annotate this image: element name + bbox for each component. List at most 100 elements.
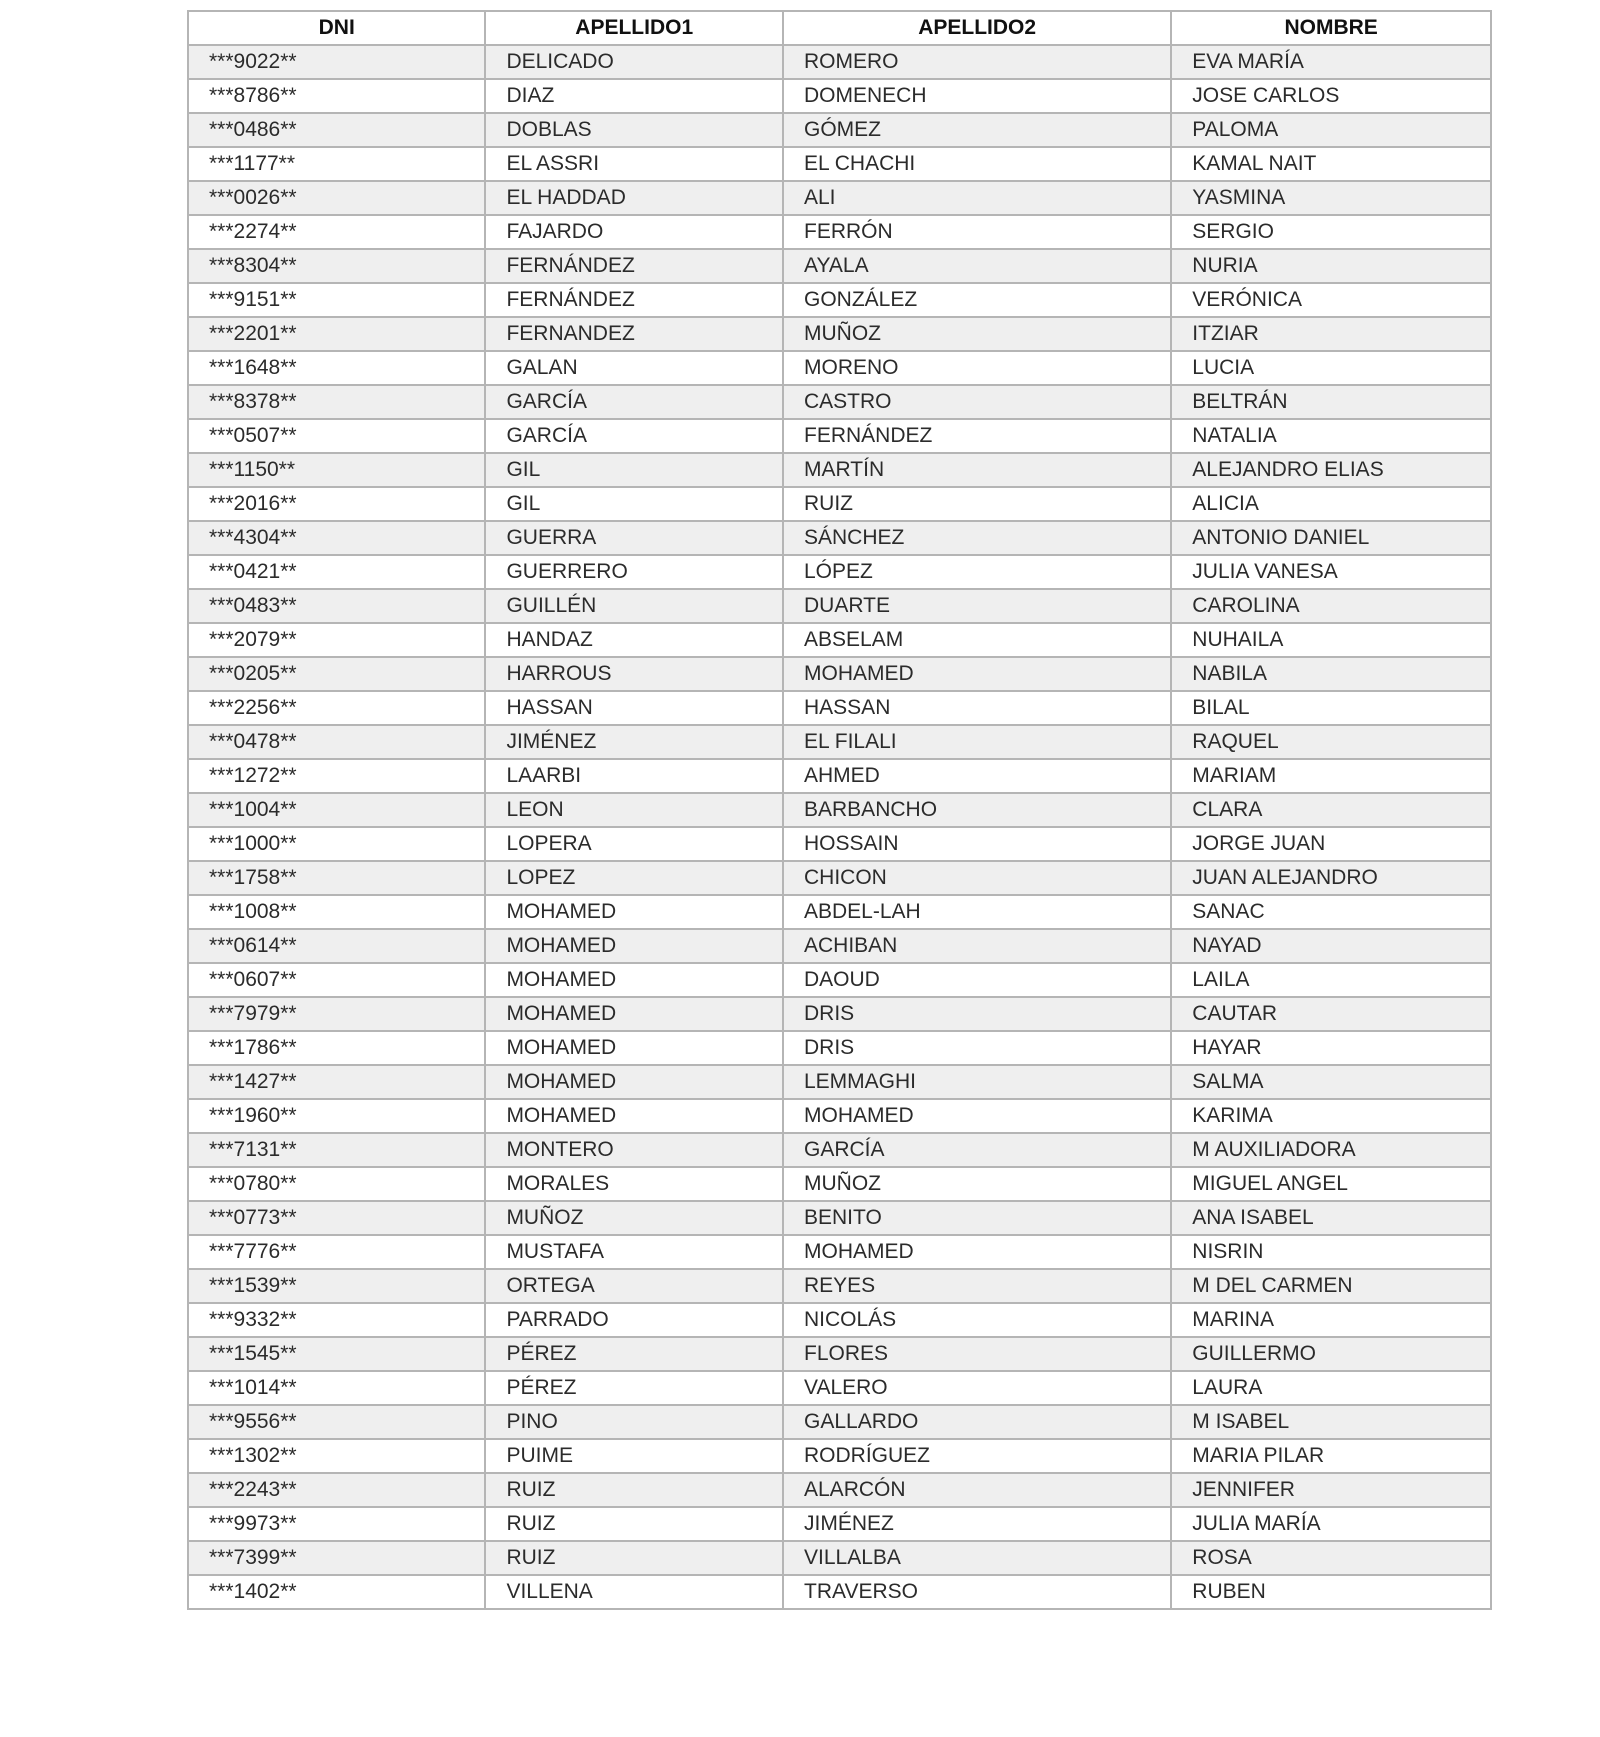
names-table: DNI APELLIDO1 APELLIDO2 NOMBRE ***9022**…	[186, 10, 1492, 1610]
cell-apellido2: RUIZ	[781, 486, 1173, 522]
cell-dni: ***2079**	[186, 622, 487, 658]
cell-nombre: ANTONIO DANIEL	[1170, 520, 1492, 556]
cell-apellido1: GARCÍA	[484, 384, 784, 420]
cell-dni: ***1427**	[186, 1064, 487, 1100]
cell-apellido2: GONZÁLEZ	[781, 282, 1173, 318]
table-row: ***0478** JIMÉNEZ EL FILALI RAQUEL	[186, 724, 1492, 760]
table-row: ***1177** EL ASSRI EL CHACHI KAMAL NAIT	[186, 146, 1492, 182]
cell-dni: ***1786**	[186, 1030, 487, 1066]
cell-dni: ***7131**	[186, 1132, 487, 1168]
header-row: DNI APELLIDO1 APELLIDO2 NOMBRE	[186, 10, 1492, 46]
table-row: ***1302** PUIME RODRÍGUEZ MARIA PILAR	[186, 1438, 1492, 1474]
cell-nombre: NATALIA	[1170, 418, 1492, 454]
cell-dni: ***1302**	[186, 1438, 487, 1474]
cell-nombre: ITZIAR	[1170, 316, 1492, 352]
cell-apellido1: HANDAZ	[484, 622, 784, 658]
cell-apellido1: MOHAMED	[484, 1064, 784, 1100]
cell-apellido1: RUIZ	[484, 1472, 784, 1508]
cell-nombre: YASMINA	[1170, 180, 1492, 216]
cell-nombre: MARINA	[1170, 1302, 1492, 1338]
table-row: ***2243** RUIZ ALARCÓN JENNIFER	[186, 1472, 1492, 1508]
cell-apellido2: AYALA	[781, 248, 1173, 284]
cell-apellido1: MOHAMED	[484, 928, 784, 964]
cell-dni: ***0026**	[186, 180, 487, 216]
table-row: ***2201** FERNANDEZ MUÑOZ ITZIAR	[186, 316, 1492, 352]
cell-dni: ***0486**	[186, 112, 487, 148]
cell-apellido2: EL CHACHI	[781, 146, 1173, 182]
cell-nombre: HAYAR	[1170, 1030, 1492, 1066]
table-row: ***9556** PINO GALLARDO M ISABEL	[186, 1404, 1492, 1440]
cell-dni: ***1177**	[186, 146, 487, 182]
cell-apellido2: MUÑOZ	[781, 316, 1173, 352]
table-row: ***4304** GUERRA SÁNCHEZ ANTONIO DANIEL	[186, 520, 1492, 556]
cell-apellido1: GALAN	[484, 350, 784, 386]
cell-apellido1: HASSAN	[484, 690, 784, 726]
cell-dni: ***2201**	[186, 316, 487, 352]
cell-apellido2: DUARTE	[781, 588, 1173, 624]
cell-apellido1: LOPEZ	[484, 860, 784, 896]
table-row: ***1786** MOHAMED DRIS HAYAR	[186, 1030, 1492, 1066]
cell-apellido2: DOMENECH	[781, 78, 1173, 114]
cell-nombre: LAURA	[1170, 1370, 1492, 1406]
cell-dni: ***0205**	[186, 656, 487, 692]
cell-apellido2: SÁNCHEZ	[781, 520, 1173, 556]
cell-nombre: M ISABEL	[1170, 1404, 1492, 1440]
cell-nombre: EVA MARÍA	[1170, 44, 1492, 80]
cell-apellido2: MOHAMED	[781, 1098, 1173, 1134]
table-row: ***0607** MOHAMED DAOUD LAILA	[186, 962, 1492, 998]
cell-apellido1: ORTEGA	[484, 1268, 784, 1304]
cell-dni: ***1648**	[186, 350, 487, 386]
cell-apellido1: PARRADO	[484, 1302, 784, 1338]
cell-apellido2: CHICON	[781, 860, 1173, 896]
cell-apellido1: MOHAMED	[484, 996, 784, 1032]
table-row: ***9151** FERNÁNDEZ GONZÁLEZ VERÓNICA	[186, 282, 1492, 318]
table-row: ***1539** ORTEGA REYES M DEL CARMEN	[186, 1268, 1492, 1304]
cell-apellido1: MUSTAFA	[484, 1234, 784, 1270]
cell-nombre: MIGUEL ANGEL	[1170, 1166, 1492, 1202]
cell-nombre: BILAL	[1170, 690, 1492, 726]
cell-dni: ***1014**	[186, 1370, 487, 1406]
cell-apellido2: AHMED	[781, 758, 1173, 794]
table-row: ***2016** GIL RUIZ ALICIA	[186, 486, 1492, 522]
cell-dni: ***2256**	[186, 690, 487, 726]
table-row: ***2079** HANDAZ ABSELAM NUHAILA	[186, 622, 1492, 658]
cell-dni: ***1000**	[186, 826, 487, 862]
cell-nombre: BELTRÁN	[1170, 384, 1492, 420]
table-row: ***9973** RUIZ JIMÉNEZ JULIA MARÍA	[186, 1506, 1492, 1542]
cell-apellido2: VALERO	[781, 1370, 1173, 1406]
table-row: ***1758** LOPEZ CHICON JUAN ALEJANDRO	[186, 860, 1492, 896]
cell-apellido1: FERNÁNDEZ	[484, 248, 784, 284]
cell-apellido2: MUÑOZ	[781, 1166, 1173, 1202]
table-row: ***1402** VILLENA TRAVERSO RUBEN	[186, 1574, 1492, 1610]
cell-apellido2: LEMMAGHI	[781, 1064, 1173, 1100]
cell-dni: ***0478**	[186, 724, 487, 760]
cell-nombre: JORGE JUAN	[1170, 826, 1492, 862]
cell-apellido2: HOSSAIN	[781, 826, 1173, 862]
cell-apellido1: GIL	[484, 486, 784, 522]
table-row: ***0614** MOHAMED ACHIBAN NAYAD	[186, 928, 1492, 964]
cell-apellido2: BENITO	[781, 1200, 1173, 1236]
table-row: ***7776** MUSTAFA MOHAMED NISRIN	[186, 1234, 1492, 1270]
cell-apellido1: MORALES	[484, 1166, 784, 1202]
table-row: ***0483** GUILLÉN DUARTE CAROLINA	[186, 588, 1492, 624]
cell-apellido1: MOHAMED	[484, 962, 784, 998]
cell-apellido2: GÓMEZ	[781, 112, 1173, 148]
cell-apellido1: DELICADO	[484, 44, 784, 80]
cell-dni: ***9973**	[186, 1506, 487, 1542]
cell-apellido2: MARTÍN	[781, 452, 1173, 488]
cell-dni: ***1758**	[186, 860, 487, 896]
table-row: ***8378** GARCÍA CASTRO BELTRÁN	[186, 384, 1492, 420]
cell-apellido1: JIMÉNEZ	[484, 724, 784, 760]
cell-nombre: ALICIA	[1170, 486, 1492, 522]
cell-apellido2: EL FILALI	[781, 724, 1173, 760]
cell-dni: ***0607**	[186, 962, 487, 998]
cell-dni: ***1272**	[186, 758, 487, 794]
cell-nombre: ANA ISABEL	[1170, 1200, 1492, 1236]
cell-nombre: JULIA MARÍA	[1170, 1506, 1492, 1542]
table-row: ***1960** MOHAMED MOHAMED KARIMA	[186, 1098, 1492, 1134]
cell-apellido1: DIAZ	[484, 78, 784, 114]
table-row: ***8786** DIAZ DOMENECH JOSE CARLOS	[186, 78, 1492, 114]
cell-apellido1: PUIME	[484, 1438, 784, 1474]
cell-apellido1: GUERRERO	[484, 554, 784, 590]
cell-nombre: KARIMA	[1170, 1098, 1492, 1134]
